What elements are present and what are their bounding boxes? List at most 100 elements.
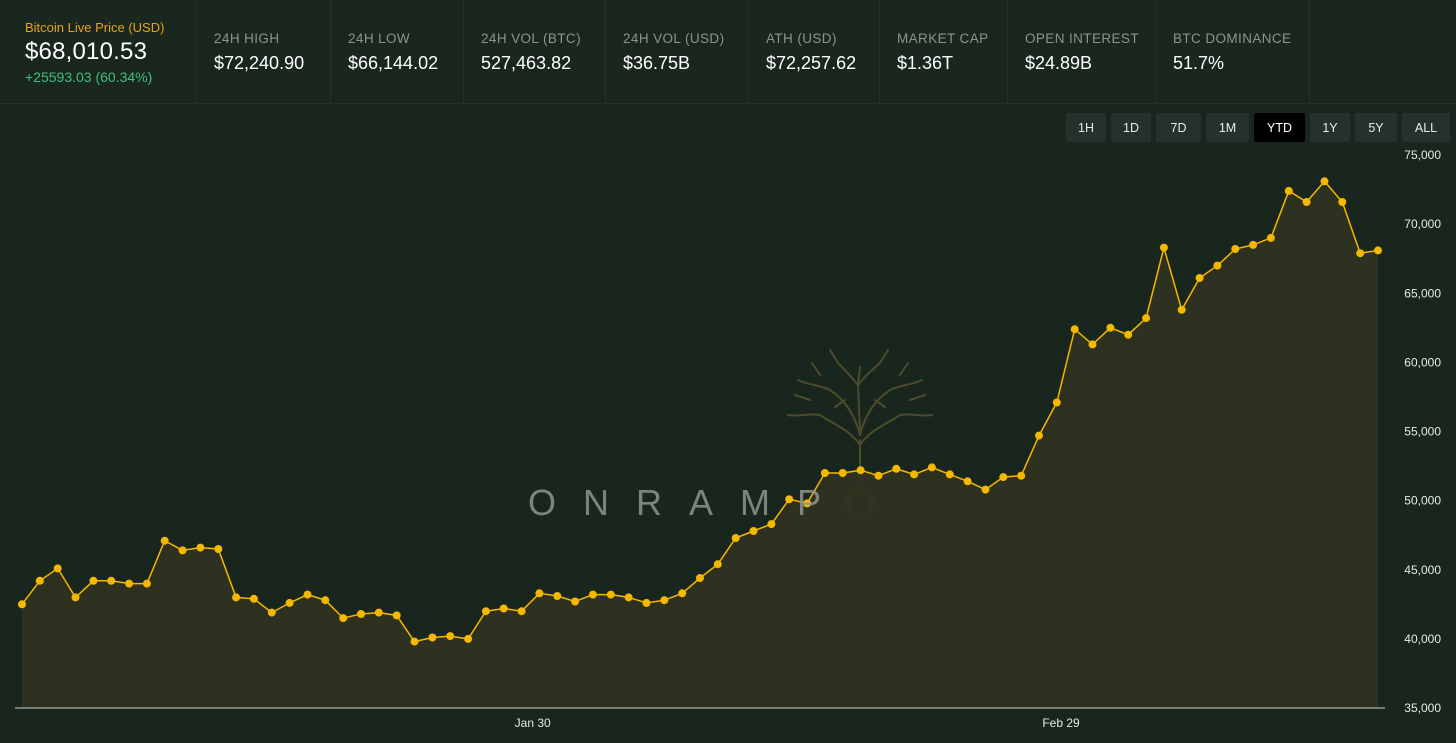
price-point [660, 596, 669, 605]
price-point [160, 536, 169, 545]
price-point [71, 593, 80, 602]
price-point [53, 564, 62, 573]
range-button-7d[interactable]: 7D [1156, 113, 1201, 142]
stat-value: $1.36T [897, 53, 954, 73]
stat-label: OPEN INTEREST [1025, 31, 1139, 46]
stat-24h-high: 24H HIGH $72,240.90 [197, 0, 331, 103]
price-point [249, 594, 258, 603]
price-point [285, 598, 294, 607]
price-point [767, 520, 776, 529]
time-range-selector: 1H 1D 7D 1M YTD 1Y 5Y ALL [1066, 113, 1450, 142]
stat-label: BTC DOMINANCE [1173, 31, 1292, 46]
price-point [553, 592, 562, 600]
price-point [838, 469, 847, 477]
range-button-ytd[interactable]: YTD [1254, 113, 1305, 142]
stat-btc-dominance: BTC DOMINANCE 51.7% [1156, 0, 1310, 103]
range-button-all[interactable]: ALL [1402, 113, 1450, 142]
price-change: +25593.03 (60.34%) [25, 69, 153, 85]
price-point [963, 477, 972, 486]
stat-24h-vol-usd: 24H VOL (USD) $36.75B [606, 0, 749, 103]
chart-plot-area: 35,000 40,000 45,000 50,000 55,000 60,000 65,0… [15, 148, 1441, 730]
range-button-1d[interactable]: 1D [1111, 113, 1151, 142]
price-point [1266, 233, 1275, 242]
watermark-text: ONRAMP [528, 482, 848, 523]
price-point [713, 560, 722, 569]
price-point [874, 471, 883, 480]
stat-label: 24H VOL (BTC) [481, 31, 581, 46]
price-point [410, 637, 419, 646]
price-point [1177, 305, 1186, 314]
x-tick-label: Jan 30 [515, 716, 551, 730]
range-button-1h[interactable]: 1H [1066, 113, 1106, 142]
price-point [107, 576, 116, 585]
price-point [1088, 340, 1097, 349]
price-point [446, 632, 455, 641]
price-point [749, 527, 758, 535]
stat-value: $72,240.90 [214, 53, 305, 73]
stat-value: $24.89B [1025, 53, 1093, 73]
price-point [1284, 186, 1293, 195]
y-tick-label: 55,000 [1404, 425, 1441, 439]
stats-bar: Bitcoin Live Price (USD) $68,010.53 +255… [0, 0, 1456, 104]
y-tick-label: 75,000 [1404, 148, 1441, 162]
price-point [232, 593, 241, 602]
range-button-1m[interactable]: 1M [1206, 113, 1249, 142]
stat-24h-vol-btc: 24H VOL (BTC) 527,463.82 [464, 0, 606, 103]
price-point [856, 466, 865, 475]
price-point [1159, 243, 1168, 252]
price-point [1374, 246, 1382, 255]
y-tick-label: 60,000 [1404, 355, 1441, 369]
price-point [267, 608, 276, 617]
range-button-5y[interactable]: 5Y [1355, 113, 1397, 142]
price-point [1213, 261, 1222, 270]
price-area [22, 181, 1378, 709]
stat-value: $72,257.62 [766, 53, 857, 73]
price-point [642, 598, 651, 607]
price-point [392, 611, 401, 620]
stat-label: ATH (USD) [766, 31, 837, 46]
price-point [927, 463, 936, 472]
y-tick-label: 35,000 [1404, 701, 1441, 715]
price-point [35, 576, 44, 585]
stat-label: 24H HIGH [214, 31, 280, 46]
price-point [1302, 198, 1311, 206]
price-point [142, 579, 151, 588]
price-point [1338, 198, 1347, 206]
price-point [1142, 314, 1151, 323]
x-tick-label: Feb 29 [1042, 716, 1080, 730]
price-point [178, 546, 187, 555]
price-point [1052, 398, 1061, 407]
stat-value: 51.7% [1173, 53, 1225, 73]
price-point [1106, 323, 1115, 332]
y-tick-label: 45,000 [1404, 563, 1441, 577]
price-point [464, 634, 473, 643]
price-point [678, 589, 687, 598]
price-point [731, 534, 740, 542]
price-point [945, 470, 954, 479]
stat-market-cap: MARKET CAP $1.36T [880, 0, 1008, 103]
price-point [999, 473, 1008, 482]
stat-value: $36.75B [623, 53, 691, 73]
price-point [535, 589, 544, 598]
price-point [374, 608, 383, 617]
price-point [18, 600, 26, 609]
price-point [696, 574, 704, 582]
price-point [820, 469, 829, 477]
price-point [588, 590, 597, 599]
y-tick-label: 40,000 [1404, 632, 1441, 646]
y-tick-label: 70,000 [1404, 217, 1441, 231]
price-point [571, 597, 580, 606]
price-point [499, 604, 508, 613]
range-button-1y[interactable]: 1Y [1310, 113, 1350, 142]
price-point [803, 499, 812, 508]
price-point [481, 607, 490, 616]
stat-label: MARKET CAP [897, 31, 989, 46]
stat-24h-low: 24H LOW $66,144.02 [331, 0, 464, 103]
y-tick-label: 50,000 [1404, 494, 1441, 508]
price-point [1195, 274, 1204, 282]
price-point [357, 610, 365, 618]
stat-value: 527,463.82 [481, 53, 572, 73]
price-point [1035, 431, 1043, 440]
price-point [1231, 245, 1240, 253]
price-point [1356, 249, 1365, 258]
